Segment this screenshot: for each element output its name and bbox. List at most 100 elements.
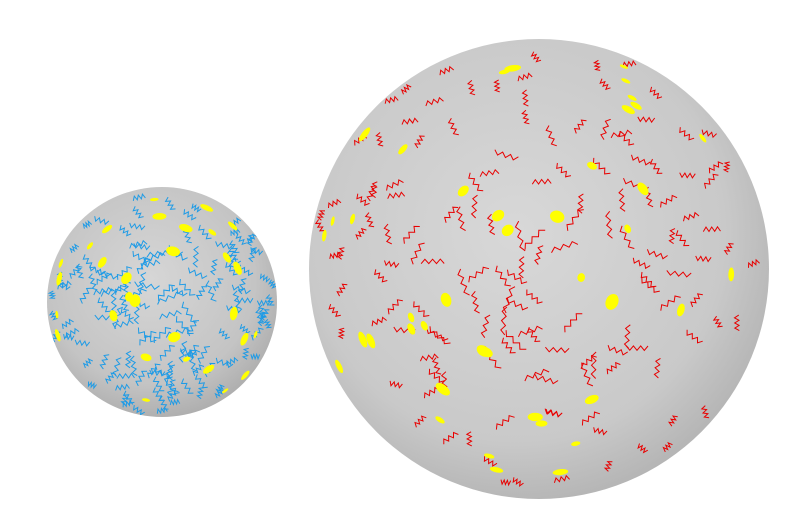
yellow-dot — [491, 209, 505, 222]
squiggle-mark — [701, 129, 717, 139]
yellow-dot — [109, 310, 118, 322]
squiggle-mark — [447, 117, 459, 136]
squiggle-mark — [316, 210, 326, 221]
large-sphere-surface-pattern — [314, 51, 760, 487]
squiggle-mark — [623, 324, 631, 349]
squiggle-mark — [619, 225, 635, 249]
squiggle-mark — [188, 267, 208, 280]
squiggle-mark — [668, 228, 676, 245]
squiggle-mark — [65, 327, 80, 338]
squiggle-mark — [135, 370, 148, 387]
squiggle-mark — [502, 286, 516, 314]
squiggle-mark — [593, 427, 608, 436]
yellow-dot — [229, 306, 238, 321]
squiggle-mark — [551, 240, 579, 254]
yellow-dot — [102, 224, 113, 234]
squiggle-mark — [336, 247, 345, 260]
squiggle-mark — [622, 60, 637, 68]
yellow-dot — [358, 127, 371, 142]
squiggle-mark — [99, 354, 110, 370]
squiggle-mark — [722, 161, 731, 173]
squiggle-mark — [137, 327, 157, 343]
squiggle-mark — [695, 255, 712, 263]
squiggle-mark — [500, 478, 512, 487]
squiggle-mark — [456, 206, 466, 232]
squiggle-mark — [501, 337, 516, 354]
squiggle-mark — [649, 86, 663, 100]
squiggle-mark — [470, 194, 478, 219]
squiggle-mark — [259, 273, 271, 283]
small-sphere — [47, 187, 277, 417]
squiggle-mark — [483, 456, 498, 467]
squiggle-mark — [235, 233, 247, 246]
squiggle-mark — [100, 286, 124, 297]
squiggle-mark — [668, 415, 678, 427]
yellow-dot — [241, 370, 250, 380]
squiggle-mark — [592, 59, 601, 71]
yellow-dot — [349, 213, 356, 225]
yellow-dot — [179, 223, 193, 233]
squiggle-mark — [606, 361, 621, 375]
squiggle-mark — [167, 360, 174, 381]
squiggle-mark — [195, 286, 207, 301]
squiggle-mark — [384, 260, 400, 269]
yellow-dot — [489, 466, 504, 473]
squiggle-mark — [590, 351, 597, 379]
squiggle-mark — [690, 293, 703, 308]
squiggle-mark — [146, 249, 170, 258]
squiggle-mark — [93, 286, 113, 296]
squiggle-mark — [82, 219, 93, 229]
yellow-dot — [166, 246, 181, 257]
squiggle-mark — [215, 383, 225, 394]
squiggle-mark — [214, 388, 225, 399]
yellow-dot — [152, 212, 167, 220]
squiggle-mark — [328, 303, 341, 317]
squiggle-mark — [375, 132, 384, 147]
squiggle-mark — [470, 290, 480, 314]
squiggle-mark — [702, 225, 721, 233]
squiggle-mark — [74, 339, 91, 347]
squiggle-mark — [410, 242, 425, 265]
large-sphere — [309, 39, 769, 499]
squiggle-mark — [257, 304, 266, 318]
squiggle-mark — [700, 405, 710, 419]
squiggle-mark — [610, 129, 633, 139]
squiggle-mark — [232, 290, 242, 309]
yellow-dot — [86, 242, 94, 250]
yellow-dot — [228, 221, 238, 231]
yellow-dot — [621, 105, 635, 115]
squiggle-mark — [79, 287, 92, 304]
squiggle-mark — [314, 219, 325, 232]
yellow-dot — [322, 229, 327, 242]
squiggle-mark — [545, 346, 570, 354]
squiggle-mark — [194, 374, 208, 389]
squiggle-mark — [413, 301, 430, 317]
yellow-dot — [481, 347, 493, 358]
squiggle-mark — [120, 308, 134, 321]
yellow-dot — [527, 412, 543, 422]
squiggle-mark — [457, 268, 470, 296]
squiggle-mark — [703, 173, 719, 189]
squiggle-mark — [660, 194, 678, 208]
yellow-dot — [97, 257, 107, 268]
yellow-dot — [58, 258, 64, 268]
squiggle-mark — [371, 316, 387, 327]
squiggle-mark — [179, 279, 196, 296]
yellow-dot — [407, 323, 416, 335]
yellow-dot — [366, 333, 376, 349]
squiggle-mark — [218, 328, 230, 340]
squiggle-mark — [97, 297, 111, 313]
squiggle-mark — [158, 395, 169, 410]
squiggle-mark — [649, 158, 663, 174]
squiggle-mark — [486, 213, 496, 235]
squiggle-mark — [69, 265, 83, 279]
squiggle-mark — [171, 285, 188, 297]
squiggle-mark — [466, 80, 476, 96]
yellow-dot — [240, 332, 249, 346]
squiggle-mark — [660, 295, 681, 311]
squiggle-mark — [114, 319, 134, 329]
squiggle-mark — [666, 270, 692, 278]
yellow-dot — [398, 144, 408, 155]
squiggle-mark — [444, 206, 459, 223]
squiggle-mark — [370, 181, 378, 198]
